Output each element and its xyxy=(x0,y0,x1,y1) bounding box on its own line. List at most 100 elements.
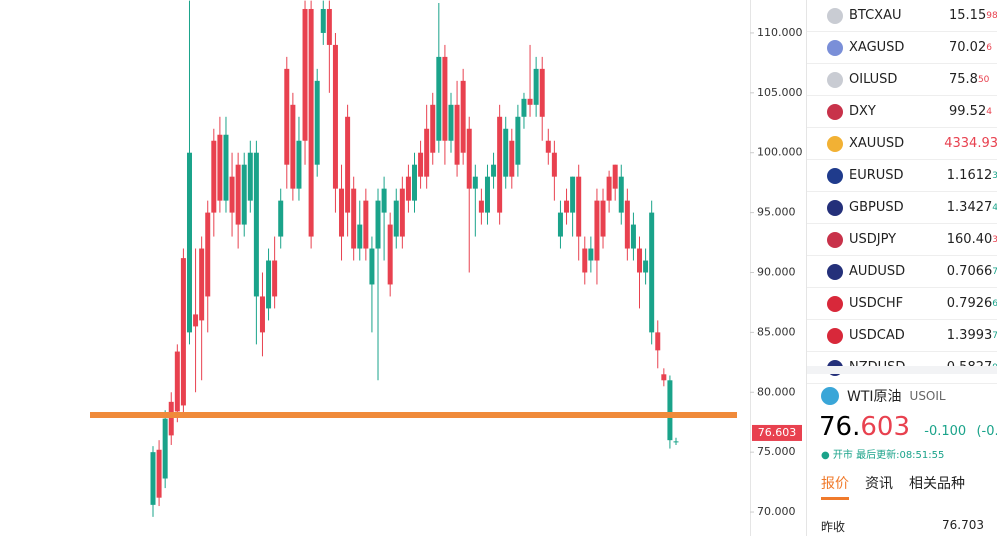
candle-body xyxy=(320,8,326,33)
candle-body xyxy=(442,56,448,141)
watch-row[interactable]: DXY 99.52 4 xyxy=(807,96,997,128)
candle-body xyxy=(357,224,363,249)
candle-body xyxy=(484,176,490,213)
symbol: EURUSD xyxy=(849,168,904,183)
candle-body xyxy=(570,176,576,213)
candle-body xyxy=(582,248,588,273)
price-tail: 7 xyxy=(992,267,997,277)
price: 99.52 xyxy=(949,104,987,119)
candle-body xyxy=(551,152,557,177)
price: 0.7066 xyxy=(946,264,993,279)
symbol-icon xyxy=(827,199,843,216)
price-tail: 3 xyxy=(992,235,997,245)
last-price-box xyxy=(752,424,802,441)
watch-row[interactable]: GBPUSD 1.34274 xyxy=(807,192,997,224)
symbol: USDCHF xyxy=(849,296,904,311)
symbol: DXY xyxy=(849,104,876,119)
candle-body xyxy=(180,258,186,406)
watch-row[interactable]: EURUSD 1.16123 xyxy=(807,160,997,192)
watch-row[interactable]: OILUSD 75.8 50 xyxy=(807,64,997,96)
change-pct: (-0.13 xyxy=(976,424,997,439)
candle-body xyxy=(162,418,168,479)
watch-row[interactable]: AUDUSD 0.70667 xyxy=(807,256,997,288)
candle-body xyxy=(448,104,454,141)
candle-body xyxy=(253,152,259,297)
prev-value: 76.703 xyxy=(942,518,984,532)
symbol: AUDUSD xyxy=(849,264,906,279)
candle-body xyxy=(661,374,667,381)
candle-body xyxy=(637,248,643,273)
candle-body xyxy=(284,68,290,165)
candle-body xyxy=(211,140,217,213)
watch-row[interactable]: USDCAD 1.39937 xyxy=(807,320,997,352)
y-tick-label: 70.000 xyxy=(757,505,796,518)
candle-body xyxy=(345,116,351,213)
symbol: XAUUSD xyxy=(849,136,905,151)
tab[interactable]: 资讯 xyxy=(865,476,893,492)
side-panel: BTCXAU 15.15 98 XAGUSD 70.02 6 OILUSD 75.8 50 DXY… xyxy=(806,0,997,536)
watch-row[interactable]: BTCXAU 15.15 98 xyxy=(807,0,997,32)
prev-label: 昨收 xyxy=(821,520,846,534)
price: 0.7926 xyxy=(946,296,993,311)
candle-body xyxy=(588,248,594,261)
watch-row[interactable]: USDCHF 0.79266 xyxy=(807,288,997,320)
candle-body xyxy=(332,44,338,189)
symbol-icon xyxy=(827,7,843,24)
price: 15.15 xyxy=(949,8,987,23)
price: 1.3427 xyxy=(946,200,993,215)
price-dec: 603 xyxy=(860,412,910,442)
candle-body xyxy=(564,200,570,213)
symbol: USDCAD xyxy=(849,328,905,343)
candle-body xyxy=(278,200,284,237)
watch-row[interactable]: XAUUSD 4334.93 xyxy=(807,128,997,160)
candle-body xyxy=(308,8,314,237)
price-tail: 98 xyxy=(986,10,997,21)
candle-body xyxy=(387,224,393,285)
candle-body xyxy=(339,188,345,237)
candle-body xyxy=(241,164,247,225)
candle-body xyxy=(205,212,211,297)
symbol-icon xyxy=(827,39,843,56)
symbol: BTCXAU xyxy=(849,8,902,23)
symbol-icon xyxy=(827,263,843,280)
candle-body xyxy=(539,68,545,117)
candle-body xyxy=(655,332,661,351)
price-tail: 6 xyxy=(986,42,992,53)
candle-body xyxy=(533,68,539,105)
candle-body xyxy=(612,164,618,189)
candle-body xyxy=(193,314,199,327)
price-tail: 3 xyxy=(992,171,997,181)
last-price-label: 76.603 xyxy=(758,426,797,439)
candle-body xyxy=(424,128,430,177)
symbol-icon xyxy=(827,135,843,152)
chart: 70.000 75.000 80.000 85.000 90.000 95.000 100.… xyxy=(90,0,803,536)
y-tick-label: 80.000 xyxy=(757,385,796,398)
candle-body xyxy=(557,212,563,237)
candle-body xyxy=(624,200,630,249)
candle-body xyxy=(436,56,442,141)
candle-body xyxy=(478,200,484,213)
watch-row[interactable]: XAGUSD 70.02 6 xyxy=(807,32,997,64)
quote-header: WTI原油 USOIL xyxy=(821,386,997,406)
candle-body xyxy=(412,164,417,201)
y-tick-label: 105.000 xyxy=(757,86,803,99)
candle-body xyxy=(594,200,600,261)
quote-icon xyxy=(821,387,839,405)
candle-body xyxy=(217,134,223,201)
symbol-icon xyxy=(827,231,843,248)
price-tail: 50 xyxy=(977,74,990,85)
candle-body xyxy=(454,104,460,165)
candle-body xyxy=(375,200,381,249)
symbol-icon xyxy=(827,167,843,184)
y-tick-label: 85.000 xyxy=(757,325,796,338)
price-tail: 4 xyxy=(992,203,997,213)
watchlist: BTCXAU 15.15 98 XAGUSD 70.02 6 OILUSD 75.8 50 DXY… xyxy=(807,0,997,384)
candle-body xyxy=(527,98,533,105)
tab[interactable]: 报价 xyxy=(821,473,849,500)
watch-row[interactable]: USDJPY 160.403 xyxy=(807,224,997,256)
candle-body xyxy=(290,104,296,189)
candle-body xyxy=(673,441,679,443)
candle-body xyxy=(521,98,527,117)
tab[interactable]: 相关品种 xyxy=(909,476,965,492)
